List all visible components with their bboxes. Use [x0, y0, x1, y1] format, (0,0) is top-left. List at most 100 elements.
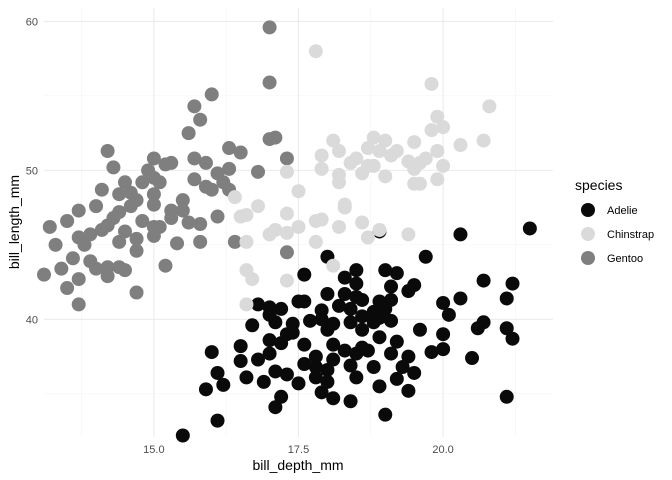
point-gentoo — [60, 281, 75, 296]
point-gentoo — [135, 175, 150, 190]
point-chinstrap — [308, 44, 323, 59]
point-adelie — [262, 333, 277, 348]
point-gentoo — [89, 199, 104, 214]
point-adelie — [349, 276, 364, 291]
point-adelie — [337, 287, 352, 301]
point-gentoo — [175, 193, 190, 208]
point-gentoo — [65, 251, 80, 266]
point-adelie — [274, 301, 289, 316]
point-adelie — [198, 382, 213, 397]
point-gentoo — [129, 231, 144, 246]
point-gentoo — [135, 214, 150, 229]
point-gentoo — [204, 87, 219, 102]
point-adelie — [297, 357, 312, 372]
point-adelie — [279, 367, 294, 382]
point-chinstrap — [239, 234, 254, 249]
point-gentoo — [198, 179, 213, 194]
point-chinstrap — [453, 138, 468, 153]
point-chinstrap — [227, 190, 242, 205]
point-adelie — [389, 334, 404, 349]
point-adelie — [401, 284, 416, 299]
point-adelie — [297, 267, 312, 282]
point-adelie — [256, 374, 271, 389]
point-chinstrap — [239, 297, 254, 312]
point-adelie — [262, 346, 277, 361]
point-adelie — [476, 273, 491, 288]
point-adelie — [436, 295, 451, 310]
point-gentoo — [37, 267, 51, 282]
point-chinstrap — [360, 230, 375, 245]
point-adelie — [395, 359, 410, 374]
point-adelie — [355, 292, 370, 307]
point-adelie — [343, 358, 358, 373]
point-adelie — [378, 263, 393, 278]
point-adelie — [320, 287, 335, 301]
point-gentoo — [164, 211, 179, 226]
x-tick-label: 20.0 — [432, 444, 453, 456]
legend-label-chinstrap: Chinstrap — [607, 229, 654, 241]
point-gentoo — [187, 151, 202, 166]
point-adelie — [239, 370, 254, 385]
point-chinstrap — [279, 164, 294, 179]
point-gentoo — [117, 175, 132, 190]
point-adelie — [505, 276, 520, 291]
point-gentoo — [193, 234, 208, 249]
y-tick-label: 60 — [26, 16, 38, 28]
point-chinstrap — [482, 99, 497, 114]
point-gentoo — [146, 187, 161, 202]
point-chinstrap — [331, 175, 346, 190]
point-gentoo — [77, 237, 92, 252]
point-adelie — [407, 365, 422, 380]
point-adelie — [326, 391, 341, 406]
point-gentoo — [42, 219, 57, 234]
point-adelie — [418, 249, 433, 264]
point-gentoo — [112, 187, 127, 202]
point-gentoo — [158, 157, 173, 172]
point-adelie — [274, 389, 289, 404]
point-adelie — [384, 313, 399, 328]
point-chinstrap — [239, 208, 254, 223]
point-adelie — [251, 297, 266, 312]
point-adelie — [355, 309, 370, 324]
point-adelie — [210, 365, 225, 380]
point-adelie — [441, 307, 456, 322]
point-adelie — [499, 389, 514, 404]
point-adelie — [268, 400, 283, 415]
point-gentoo — [48, 237, 63, 252]
point-gentoo — [129, 243, 144, 258]
point-adelie — [499, 291, 514, 306]
point-gentoo — [279, 245, 294, 260]
point-chinstrap — [430, 109, 445, 124]
point-adelie — [476, 315, 491, 330]
point-gentoo — [146, 197, 161, 212]
point-adelie — [216, 377, 231, 392]
point-adelie — [372, 330, 387, 345]
point-chinstrap — [384, 148, 399, 163]
point-chinstrap — [308, 234, 323, 249]
point-gentoo — [170, 236, 185, 251]
point-adelie — [204, 345, 219, 360]
point-chinstrap — [424, 76, 439, 91]
point-adelie — [453, 291, 468, 306]
point-chinstrap — [355, 215, 370, 230]
point-adelie — [436, 327, 451, 342]
point-gentoo — [89, 261, 104, 276]
point-gentoo — [71, 272, 86, 287]
point-chinstrap — [291, 219, 306, 234]
point-chinstrap — [279, 225, 294, 240]
point-chinstrap — [407, 135, 422, 150]
point-chinstrap — [476, 133, 491, 148]
point-gentoo — [60, 214, 75, 229]
point-chinstrap — [407, 161, 422, 176]
legend-key-gentoo — [581, 251, 595, 265]
point-gentoo — [129, 285, 144, 300]
y-axis-ticks: 40 50 60 — [26, 16, 38, 326]
point-adelie — [355, 340, 370, 355]
point-gentoo — [198, 155, 213, 170]
point-chinstrap — [326, 258, 341, 273]
point-gentoo — [175, 203, 190, 218]
point-chinstrap — [412, 176, 427, 191]
point-adelie — [349, 263, 364, 278]
point-adelie — [297, 337, 312, 352]
point-adelie — [233, 339, 248, 354]
